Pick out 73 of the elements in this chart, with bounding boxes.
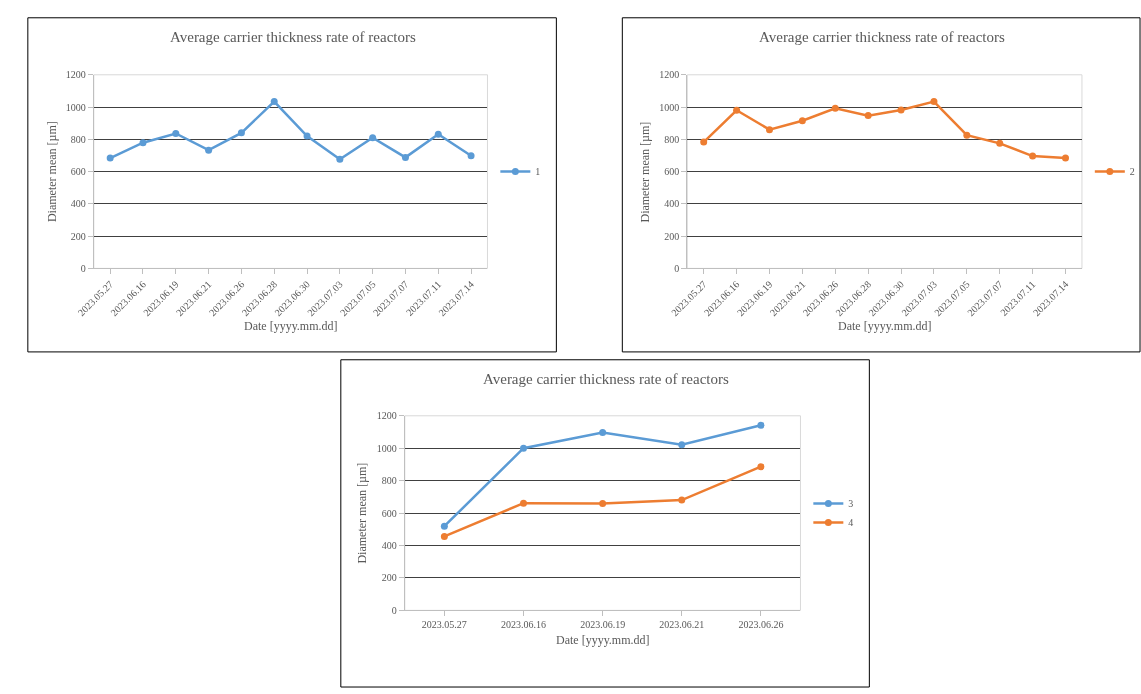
point bbox=[434, 130, 442, 138]
point bbox=[864, 112, 872, 120]
y-tick-label: 400 bbox=[664, 198, 680, 210]
point bbox=[733, 106, 741, 114]
point bbox=[336, 155, 344, 163]
point bbox=[172, 130, 180, 138]
point bbox=[520, 444, 527, 452]
legend-label: 1 bbox=[535, 166, 541, 178]
y-tick-label: 200 bbox=[664, 230, 680, 242]
point bbox=[798, 117, 806, 125]
y-tick-label: 400 bbox=[381, 540, 397, 552]
y-tick-label: 200 bbox=[381, 572, 397, 584]
y-tick-label: 1000 bbox=[376, 442, 397, 454]
y-tick-label: 600 bbox=[381, 507, 397, 519]
y-tick-label: 1200 bbox=[65, 69, 86, 81]
x-tick-label: 2023.06.19 bbox=[580, 619, 626, 631]
x-axis-title: Date [yyyy.mm.dd] bbox=[244, 319, 338, 333]
legend-label: 2 bbox=[1129, 166, 1135, 178]
point bbox=[106, 154, 114, 162]
y-tick-label: 0 bbox=[80, 262, 86, 274]
y-tick-label: 1000 bbox=[659, 101, 680, 113]
point bbox=[440, 522, 448, 530]
point bbox=[599, 500, 607, 508]
point bbox=[440, 532, 448, 540]
point bbox=[1062, 154, 1069, 162]
legend-label: 3 bbox=[848, 498, 854, 510]
legend-label: 4 bbox=[848, 517, 854, 529]
y-axis-title: Diameter mean [µm] bbox=[355, 462, 370, 564]
point bbox=[520, 499, 527, 507]
chart-title: Average carrier thickness rate of reactors bbox=[483, 371, 729, 387]
chart-title: Average carrier thickness rate of reactors bbox=[759, 29, 1005, 45]
point bbox=[757, 463, 765, 471]
y-tick-label: 600 bbox=[664, 166, 680, 178]
point bbox=[401, 153, 409, 161]
point bbox=[270, 98, 278, 106]
point bbox=[467, 152, 475, 160]
y-tick-label: 200 bbox=[70, 230, 86, 242]
chart-title: Average carrier thickness rate of reactors bbox=[170, 29, 416, 45]
point bbox=[996, 139, 1004, 147]
point bbox=[897, 106, 905, 114]
x-tick-label: 2023.06.26 bbox=[738, 619, 784, 631]
point bbox=[831, 104, 839, 112]
y-tick-label: 0 bbox=[391, 604, 397, 616]
x-axis-title: Date [yyyy.mm.dd] bbox=[556, 633, 650, 647]
y-tick-label: 800 bbox=[664, 133, 680, 145]
point bbox=[205, 146, 213, 154]
x-tick-label: 2023.06.21 bbox=[659, 619, 705, 631]
y-axis-title: Diameter mean [µm] bbox=[638, 121, 653, 223]
y-tick-label: 1200 bbox=[376, 410, 397, 422]
point bbox=[757, 421, 765, 429]
y-tick-label: 800 bbox=[381, 475, 397, 487]
point bbox=[369, 134, 377, 142]
point bbox=[678, 496, 686, 504]
x-axis-title: Date [yyyy.mm.dd] bbox=[838, 319, 932, 333]
y-axis-title: Diameter mean [µm] bbox=[44, 121, 59, 223]
point bbox=[599, 428, 607, 436]
y-tick-label: 400 bbox=[70, 198, 86, 210]
point bbox=[303, 132, 311, 140]
point bbox=[237, 129, 245, 137]
y-tick-label: 800 bbox=[70, 133, 86, 145]
y-tick-label: 1000 bbox=[65, 101, 86, 113]
y-tick-label: 0 bbox=[674, 262, 680, 274]
x-tick-label: 2023.06.16 bbox=[501, 619, 546, 631]
x-tick-label: 2023.05.27 bbox=[421, 619, 467, 631]
point bbox=[1029, 152, 1037, 160]
y-tick-label: 600 bbox=[70, 166, 86, 178]
point bbox=[963, 131, 971, 139]
point bbox=[678, 441, 686, 449]
point bbox=[700, 138, 708, 146]
y-tick-label: 1200 bbox=[659, 69, 680, 81]
point bbox=[766, 126, 773, 134]
point bbox=[930, 98, 938, 106]
point bbox=[139, 139, 147, 147]
